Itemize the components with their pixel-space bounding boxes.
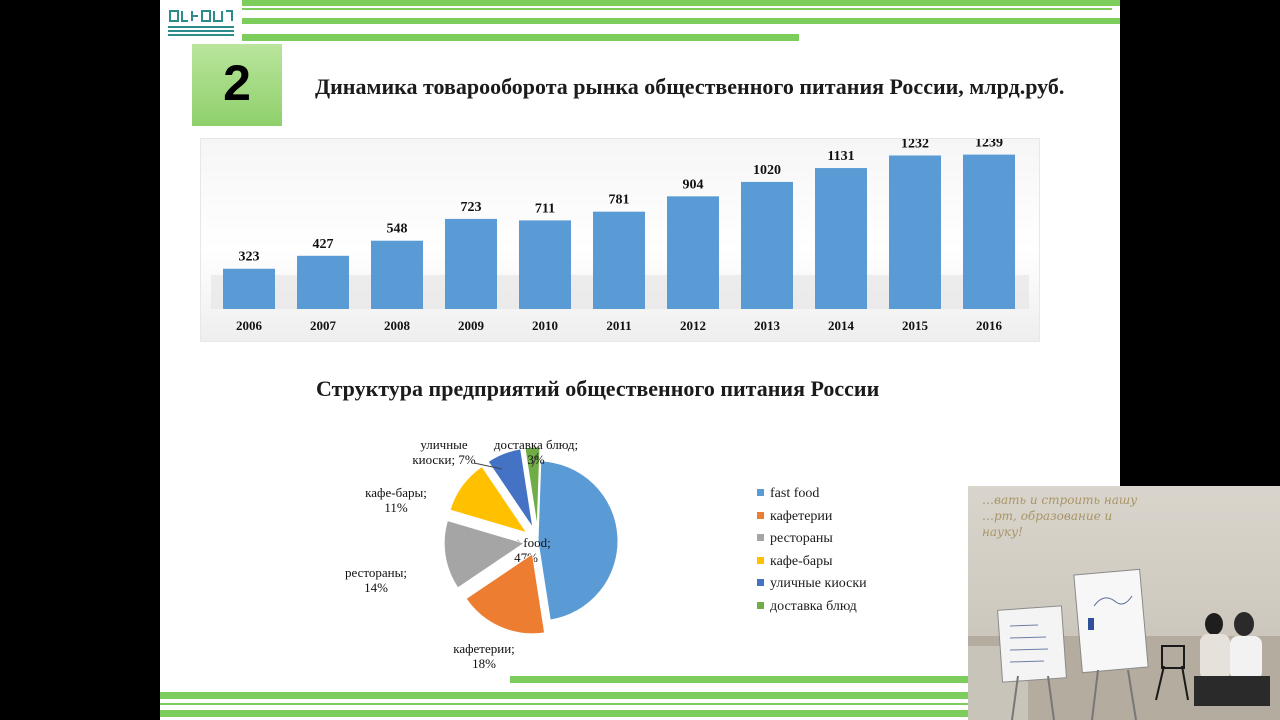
pie-legend-item: доставка блюд (757, 599, 857, 615)
slide-number-box: 2 (192, 44, 282, 126)
legend-swatch (757, 556, 764, 564)
bar-2011 (593, 211, 645, 309)
top-green-bar-1 (242, 0, 1120, 6)
flipchart-left (997, 605, 1067, 720)
slide-number: 2 (223, 55, 251, 111)
legend-swatch (757, 534, 764, 542)
pie-chart-svg: fast food; 47%кафетерии; 18%рестораны; 14%к… (345, 437, 619, 671)
seated-people (1155, 612, 1270, 706)
legend-label: рестораны (770, 531, 833, 547)
pie-slice-label: кафетерии; 18% (453, 641, 515, 671)
bar-value-label: 427 (313, 237, 334, 252)
pie-legend-item: рестораны (757, 531, 833, 547)
legend-swatch (757, 579, 764, 587)
presentation-slide: 2 Динамика товарооборота рынка обществен… (160, 0, 1120, 720)
bottom-green-bar-2 (160, 692, 970, 699)
webcam-overlay: …вать и строить нашу …рт, образование и … (968, 486, 1280, 720)
bar-category-label: 2009 (458, 318, 485, 333)
pie-slice (537, 460, 619, 621)
pie-slice-label: доставка блюд; 3% (494, 437, 578, 467)
bar-category-label: 2016 (976, 318, 1003, 333)
bar-value-label: 323 (239, 250, 260, 265)
pie-slice-label: рестораны; 14% (345, 565, 407, 595)
bottom-green-line (160, 703, 970, 705)
webcam-wall-text: …вать и строить нашу …рт, образование и … (982, 492, 1152, 540)
logo-icon (166, 5, 236, 39)
pie-slice (524, 446, 541, 528)
bar-2008 (371, 240, 423, 309)
bar-2010 (519, 220, 571, 309)
flipchart-right (1073, 568, 1149, 720)
bar-category-label: 2012 (680, 318, 706, 333)
bar-category-label: 2008 (384, 318, 411, 333)
bar-category-label: 2011 (606, 318, 631, 333)
pie-leader-line (531, 452, 539, 468)
bar-value-label: 781 (609, 193, 630, 208)
bar-chart-title: Динамика товарооборота рынка общественно… (315, 74, 1065, 99)
top-green-line-1 (242, 8, 1112, 10)
webcam-scene (968, 568, 1280, 720)
bar-category-label: 2013 (754, 318, 781, 333)
bar-2013 (741, 181, 793, 309)
bar-chart: 323 2006 427 2007 548 2008 723 2009 711 2010 781 20… (200, 138, 1040, 342)
legend-label: уличные киоски (770, 576, 867, 592)
bar-2012 (667, 196, 719, 309)
bar-category-label: 2007 (310, 318, 337, 333)
bar-2006 (223, 268, 275, 309)
legend-swatch (757, 602, 764, 609)
bottom-green-bar-3 (160, 710, 970, 717)
pie-leader-line (473, 462, 503, 470)
webcam-wall-text-line: …вать и строить нашу (982, 493, 1138, 507)
pie-slice-label: кафе-бары; 11% (365, 485, 427, 515)
pie-slice (465, 552, 546, 635)
pie-legend-item: fast food (757, 486, 819, 502)
legend-label: доставка блюд (770, 599, 857, 614)
bar-value-label: 1131 (827, 149, 854, 164)
top-green-bar-2 (242, 18, 1120, 24)
legend-label: кафетерии (770, 508, 833, 524)
legend-label: кафе-бары (770, 553, 833, 569)
bar-value-label: 1020 (753, 163, 781, 178)
bar-value-label: 723 (461, 200, 482, 215)
legend-swatch (757, 489, 764, 496)
bar-category-label: 2006 (236, 318, 263, 333)
bar-category-label: 2015 (902, 318, 929, 333)
top-green-bar-3 (242, 34, 799, 41)
bar-2014 (815, 168, 867, 309)
bar-value-label: 548 (387, 222, 408, 237)
pie-legend-item: кафе-бары (757, 554, 833, 570)
bar-2016 (963, 154, 1015, 309)
legend-swatch (757, 511, 764, 519)
bar-category-label: 2010 (532, 318, 558, 333)
bar-2009 (445, 218, 497, 309)
bar-value-label: 711 (535, 201, 555, 216)
bar-2015 (889, 155, 941, 309)
pie-legend-item: кафетерии (757, 509, 832, 525)
bar-chart-svg: 323 2006 427 2007 548 2008 723 2009 711 2010 781 20… (211, 139, 1029, 333)
webcam-wall-text-line: …рт, образование и науку! (982, 509, 1113, 539)
pie-legend-item: уличные киоски (757, 576, 867, 592)
pie-slice-label: уличные киоски; 7% (412, 437, 476, 467)
pie-slice (449, 465, 528, 534)
pie-chart-title: Структура предприятий общественного пита… (316, 376, 880, 401)
bar-value-label: 1232 (901, 139, 929, 151)
bottom-green-bar-1 (510, 676, 970, 683)
bar-value-label: 1239 (975, 139, 1003, 151)
pie-slice (443, 519, 526, 589)
legend-label: fast food (770, 486, 820, 501)
bar-2007 (297, 255, 349, 309)
bar-value-label: 904 (683, 177, 704, 192)
bar-category-label: 2014 (828, 318, 855, 333)
